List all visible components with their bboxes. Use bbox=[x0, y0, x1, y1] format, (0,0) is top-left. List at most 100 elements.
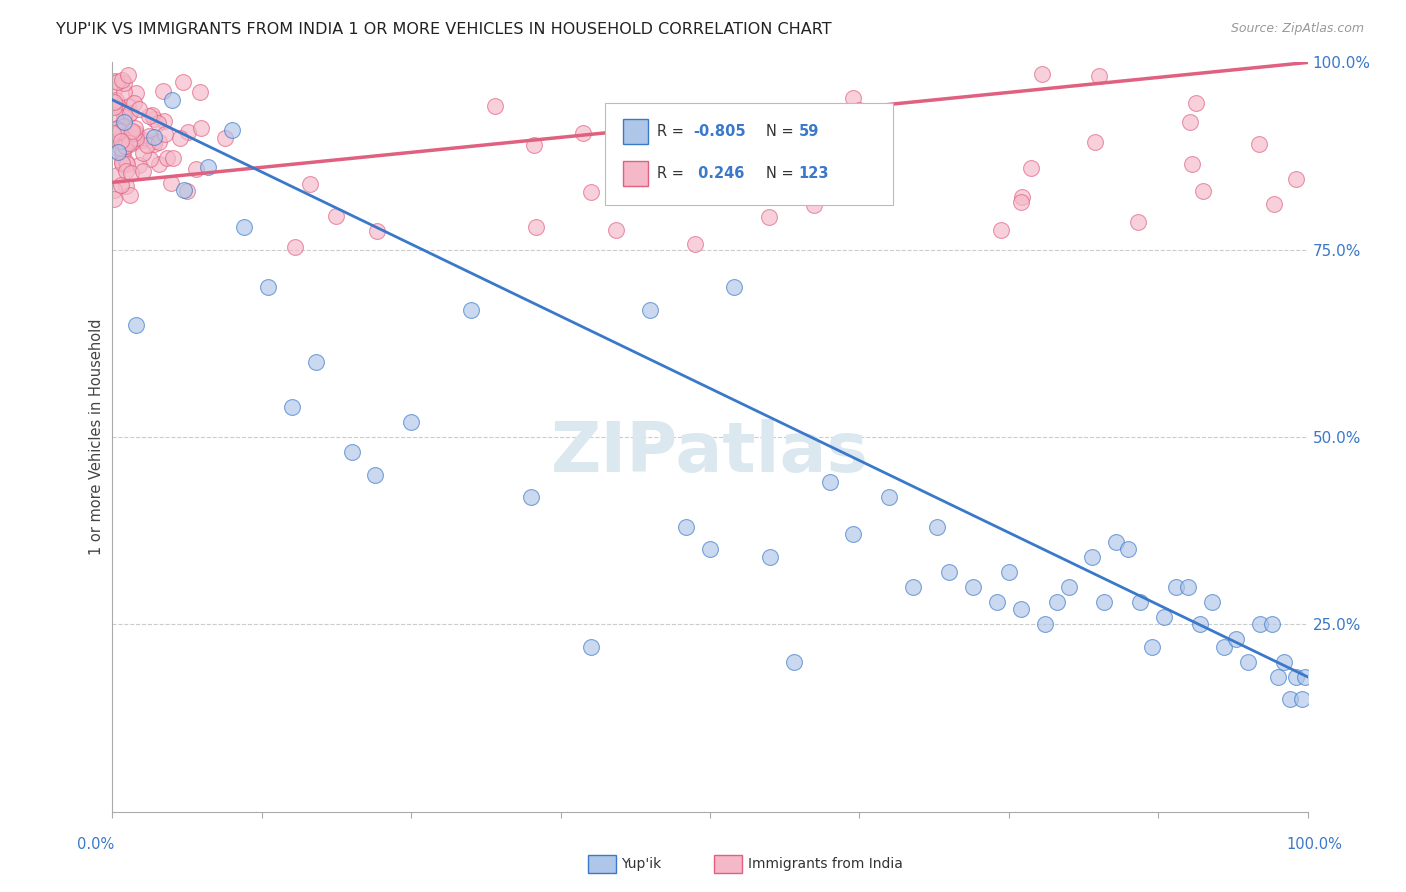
Point bbox=[125, 131, 148, 145]
Point bbox=[711, 169, 734, 183]
Text: 0.0%: 0.0% bbox=[77, 838, 114, 852]
Point bbox=[520, 490, 543, 504]
Point bbox=[281, 400, 304, 414]
Point bbox=[758, 210, 780, 224]
Point bbox=[138, 129, 160, 144]
Point bbox=[1272, 655, 1295, 669]
Point bbox=[148, 135, 170, 149]
Point bbox=[1237, 655, 1260, 669]
Point bbox=[152, 84, 174, 98]
Point bbox=[120, 166, 142, 180]
Point bbox=[105, 125, 128, 139]
Text: N =: N = bbox=[766, 124, 799, 139]
Point bbox=[1010, 194, 1032, 209]
Point bbox=[298, 178, 321, 192]
Text: R =: R = bbox=[657, 124, 688, 139]
Point bbox=[118, 133, 141, 147]
Point bbox=[1249, 136, 1271, 151]
Point bbox=[1166, 580, 1188, 594]
Text: 0.246: 0.246 bbox=[693, 166, 745, 181]
Point bbox=[132, 163, 155, 178]
Text: N =: N = bbox=[766, 166, 799, 181]
Point bbox=[176, 184, 198, 198]
Point bbox=[1192, 185, 1215, 199]
Point bbox=[172, 75, 194, 89]
Point bbox=[111, 155, 134, 169]
Point bbox=[1046, 595, 1069, 609]
Text: 100.0%: 100.0% bbox=[1286, 838, 1343, 852]
Text: ZIPatlas: ZIPatlas bbox=[551, 418, 869, 485]
Text: -0.805: -0.805 bbox=[693, 124, 745, 139]
Point bbox=[103, 99, 125, 113]
Point bbox=[1263, 197, 1285, 211]
Point bbox=[112, 110, 135, 124]
Point bbox=[1129, 595, 1152, 609]
Point bbox=[700, 118, 723, 132]
Point bbox=[103, 133, 125, 147]
Point bbox=[1031, 67, 1053, 81]
Point bbox=[834, 145, 856, 160]
Point bbox=[759, 549, 782, 564]
Point bbox=[118, 107, 141, 121]
Point bbox=[579, 640, 602, 654]
Point bbox=[176, 125, 198, 139]
Point bbox=[962, 580, 984, 594]
Point bbox=[835, 176, 858, 190]
Point bbox=[107, 168, 129, 182]
Point bbox=[112, 76, 135, 90]
Point bbox=[107, 145, 129, 160]
Point bbox=[986, 595, 1008, 609]
Point bbox=[138, 109, 160, 123]
Point bbox=[1128, 214, 1150, 228]
Point bbox=[118, 106, 141, 120]
Point bbox=[104, 125, 127, 139]
Text: R =: R = bbox=[657, 166, 688, 181]
Point bbox=[115, 157, 138, 171]
Point bbox=[148, 157, 170, 171]
Point bbox=[1094, 595, 1116, 609]
Point bbox=[153, 127, 176, 141]
Point bbox=[683, 237, 706, 252]
Point bbox=[1249, 617, 1271, 632]
Point bbox=[1011, 190, 1033, 204]
Point bbox=[132, 146, 155, 161]
Point bbox=[903, 580, 925, 594]
Point bbox=[842, 90, 865, 104]
Point bbox=[143, 136, 166, 151]
Point bbox=[104, 93, 127, 107]
Point bbox=[115, 178, 138, 193]
Point bbox=[110, 178, 132, 192]
Point bbox=[110, 156, 132, 170]
Point bbox=[938, 565, 960, 579]
Point bbox=[1084, 135, 1107, 149]
Point bbox=[571, 126, 593, 140]
Point bbox=[110, 134, 132, 148]
Point bbox=[156, 151, 179, 165]
Point bbox=[675, 520, 697, 534]
Point bbox=[1261, 617, 1284, 632]
Point bbox=[114, 139, 136, 153]
Point bbox=[1181, 156, 1204, 170]
Point bbox=[1213, 640, 1236, 654]
Point bbox=[139, 153, 162, 167]
Point bbox=[879, 490, 901, 504]
Point bbox=[1201, 595, 1223, 609]
Point bbox=[105, 75, 128, 89]
Point bbox=[159, 177, 181, 191]
Point bbox=[221, 123, 243, 137]
Point bbox=[103, 143, 125, 157]
Point bbox=[1142, 640, 1164, 654]
Point bbox=[143, 135, 166, 149]
Text: Yup'ik: Yup'ik bbox=[621, 857, 662, 871]
Point bbox=[112, 119, 135, 133]
Point bbox=[214, 131, 236, 145]
Point bbox=[1291, 692, 1313, 706]
Point bbox=[284, 240, 307, 254]
Point bbox=[783, 655, 806, 669]
Point bbox=[1057, 580, 1080, 594]
Point bbox=[122, 95, 145, 110]
Point bbox=[114, 115, 135, 129]
Point bbox=[484, 99, 506, 113]
Point bbox=[340, 445, 363, 459]
Point bbox=[105, 121, 128, 136]
